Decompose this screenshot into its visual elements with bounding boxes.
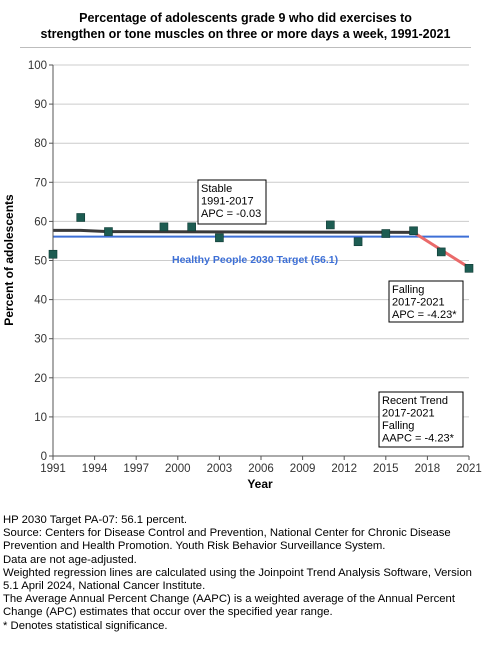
y-tick-label-100: 100 xyxy=(28,60,47,72)
y-axis-label: Percent of adolescents xyxy=(2,194,16,326)
data-point-1993 xyxy=(76,213,86,222)
annotation-stable-box xyxy=(197,179,267,225)
y-tick-label-80: 80 xyxy=(34,138,47,150)
data-point-1999 xyxy=(159,222,169,232)
data-point-2001 xyxy=(187,222,196,232)
x-tick-label-2009: 2009 xyxy=(290,463,316,475)
x-tick-label-1991: 1991 xyxy=(40,463,66,475)
title-divider xyxy=(20,47,471,48)
chart-title: Percentage of adolescents grade 9 who di… xyxy=(0,10,491,42)
data-point-2017 xyxy=(409,226,418,236)
target-line-group: Healthy People 2030 Target (56.1) xyxy=(53,235,469,266)
y-tick-label-10: 10 xyxy=(34,412,47,424)
data-point-2015 xyxy=(381,229,391,238)
y-tick-label-40: 40 xyxy=(34,295,47,307)
annotation-stable-line-1: Stable xyxy=(201,183,232,195)
target-label: Healthy People 2030 Target (56.1) xyxy=(172,254,338,266)
annotation-recent-trend-line-1: Recent Trend xyxy=(382,395,448,407)
footnote-regression: Weighted regression lines are calculated… xyxy=(3,566,472,593)
annotation-recent-trend-line-2: 2017-2021 xyxy=(382,408,435,420)
annotation-recent-trend-line-4: AAPC = -4.23* xyxy=(382,433,455,445)
axes: 0 10 20 30 40 50 60 70 80 90 100 1991 1994 1997 2000 20… xyxy=(28,60,482,475)
x-tick-label-2021: 2021 xyxy=(456,463,482,475)
data-point-2011 xyxy=(326,220,335,230)
y-tick-label-60: 60 xyxy=(34,216,47,228)
data-point-2003 xyxy=(215,233,224,243)
annotation-falling-line-1: Falling xyxy=(392,284,424,296)
footnote-aapc: The Average Annual Percent Change (AAPC)… xyxy=(3,593,455,619)
footnote-age-adjust: Data are not age-adjusted. xyxy=(3,553,137,566)
x-tick-label-2018: 2018 xyxy=(415,463,441,475)
footnote-target: HP 2030 Target PA-07: 56.1 percent. xyxy=(3,514,188,526)
x-tick-label-1994: 1994 xyxy=(82,463,108,475)
y-tick-label-20: 20 xyxy=(34,373,47,385)
x-tick-label-2015: 2015 xyxy=(373,463,399,475)
data-point-2019 xyxy=(436,247,446,257)
data-point-2013 xyxy=(353,237,363,247)
y-tick-label-50: 50 xyxy=(34,256,47,268)
data-point-1995 xyxy=(104,227,113,236)
annotation-stable-line-3: APC = -0.03 xyxy=(201,208,261,220)
y-tick-label-70: 70 xyxy=(34,177,47,189)
annotation-falling-line-3: APC = -4.23* xyxy=(392,309,457,321)
chart-title-line-1: Percentage of adolescents grade 9 who di… xyxy=(79,11,412,25)
data-point-1991 xyxy=(48,249,58,259)
y-tick-label-0: 0 xyxy=(41,451,47,463)
footnote-significance: * Denotes statistical significance. xyxy=(3,619,168,632)
footnotes: HP 2030 Target PA-07: 56.1 percent. Sour… xyxy=(3,514,489,633)
chart-title-line-2: strengthen or tone muscles on three or m… xyxy=(40,27,451,41)
y-tick-label-30: 30 xyxy=(34,334,47,346)
y-tick-label-90: 90 xyxy=(34,99,47,111)
grid-lines xyxy=(53,64,469,418)
footnote-source: Source: Centers for Disease Control and … xyxy=(3,527,451,553)
data-point-2021 xyxy=(464,264,474,273)
x-tick-label-2003: 2003 xyxy=(207,463,233,475)
annotation-recent-trend-line-3: Falling xyxy=(382,420,414,432)
data-points xyxy=(48,213,474,273)
x-tick-label-2012: 2012 xyxy=(331,463,357,475)
x-tick-label-2006: 2006 xyxy=(248,463,274,475)
x-tick-label-1997: 1997 xyxy=(123,463,149,475)
x-tick-label-2000: 2000 xyxy=(165,463,191,475)
annotation-falling-box xyxy=(388,280,464,323)
annotation-falling-line-2: 2017-2021 xyxy=(392,297,445,309)
trend-segment-1 xyxy=(53,228,414,234)
chart-area: Healthy People 2030 Target (56.1) 0 10 20 3… xyxy=(2,60,482,491)
annotation-recent-trend-box xyxy=(378,391,464,448)
x-axis-label: Year xyxy=(247,477,273,491)
annotation-stable-line-2: 1991-2017 xyxy=(201,196,254,208)
